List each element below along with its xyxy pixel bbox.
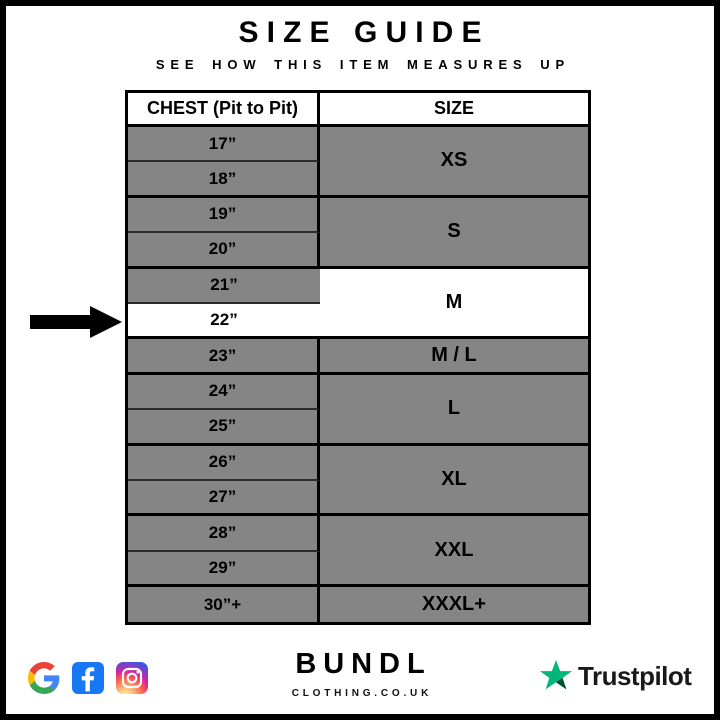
- chest-cell: 19”: [128, 197, 320, 234]
- size-cell-highlighted: M: [320, 268, 588, 340]
- chest-cell: 28”: [128, 516, 320, 552]
- chest-cell: 29”: [128, 551, 320, 588]
- brand-logo: BUNDL CLOTHING.CO.UK: [6, 648, 714, 701]
- brand-name: BUNDL: [295, 648, 432, 680]
- trustpilot-label: Trustpilot: [578, 660, 692, 691]
- size-column-header: SIZE: [320, 93, 588, 127]
- chest-cell: 25”: [128, 410, 320, 446]
- size-cell: XL: [320, 445, 588, 517]
- google-icon[interactable]: [28, 662, 60, 694]
- trustpilot-star-icon: [540, 660, 572, 690]
- chest-cell: 23”: [128, 339, 320, 375]
- facebook-icon[interactable]: [72, 662, 104, 694]
- chest-cell: 26”: [128, 445, 320, 481]
- page-title: SIZE GUIDE: [238, 16, 490, 49]
- chest-cell: 21”: [128, 268, 320, 304]
- page-subtitle: SEE HOW THIS ITEM MEASURES UP: [155, 57, 570, 72]
- chest-cell-highlighted: 22”: [128, 303, 320, 340]
- size-table: CHEST (Pit to Pit) SIZE 17” 18” 19” 20” …: [125, 90, 591, 626]
- chest-cell: 27”: [128, 480, 320, 517]
- size-cell: M / L: [320, 339, 588, 375]
- size-cell: XS: [320, 127, 588, 198]
- instagram-icon[interactable]: [116, 662, 148, 694]
- chest-column-header: CHEST (Pit to Pit): [128, 93, 320, 127]
- size-cell: L: [320, 374, 588, 446]
- size-cell: XXXL+: [320, 587, 588, 623]
- chest-cell: 24”: [128, 374, 320, 411]
- chest-cell: 30”+: [128, 587, 320, 623]
- highlight-arrow-icon: [30, 306, 122, 338]
- social-icons: [28, 662, 148, 694]
- size-cell: S: [320, 197, 588, 269]
- chest-cell: 17”: [128, 127, 320, 163]
- size-cell: XXL: [320, 516, 588, 588]
- brand-domain: CLOTHING.CO.UK: [291, 688, 433, 699]
- trustpilot-logo[interactable]: Trustpilot: [540, 660, 692, 692]
- chest-cell: 20”: [128, 233, 320, 269]
- chest-cell: 18”: [128, 162, 320, 198]
